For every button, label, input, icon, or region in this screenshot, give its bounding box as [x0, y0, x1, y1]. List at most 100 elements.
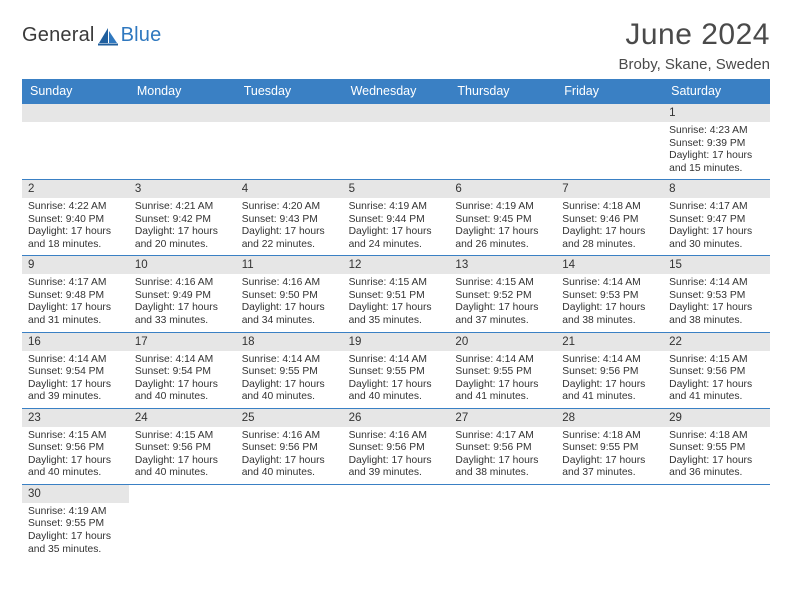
day-detail-line: Sunrise: 4:14 AM: [455, 354, 550, 367]
day-detail-line: Daylight: 17 hours: [349, 302, 444, 315]
day-detail-line: Sunset: 9:53 PM: [562, 290, 657, 303]
day-detail-line: Sunset: 9:56 PM: [242, 442, 337, 455]
day-detail: Sunrise: 4:14 AMSunset: 9:55 PMDaylight:…: [236, 351, 343, 404]
day-number: 23: [22, 409, 129, 427]
day-number: 9: [22, 256, 129, 274]
day-detail-line: Sunset: 9:56 PM: [455, 442, 550, 455]
day-detail: Sunrise: 4:15 AMSunset: 9:56 PMDaylight:…: [22, 427, 129, 480]
day-detail: Sunrise: 4:18 AMSunset: 9:55 PMDaylight:…: [663, 427, 770, 480]
day-detail-line: Sunrise: 4:18 AM: [562, 201, 657, 214]
day-detail-line: Daylight: 17 hours: [669, 150, 764, 163]
calendar-cell: 16Sunrise: 4:14 AMSunset: 9:54 PMDayligh…: [22, 333, 129, 408]
day-detail-line: and 40 minutes.: [242, 467, 337, 480]
day-detail-line: Daylight: 17 hours: [135, 226, 230, 239]
day-detail-line: Daylight: 17 hours: [135, 302, 230, 315]
day-detail: Sunrise: 4:23 AMSunset: 9:39 PMDaylight:…: [663, 122, 770, 175]
calendar-cell: 10Sunrise: 4:16 AMSunset: 9:49 PMDayligh…: [129, 256, 236, 331]
day-detail-line: and 39 minutes.: [349, 467, 444, 480]
calendar-cell: 18Sunrise: 4:14 AMSunset: 9:55 PMDayligh…: [236, 333, 343, 408]
day-detail-line: Sunset: 9:54 PM: [135, 366, 230, 379]
day-number: 20: [449, 333, 556, 351]
day-detail-line: and 35 minutes.: [349, 315, 444, 328]
day-detail-line: Sunrise: 4:21 AM: [135, 201, 230, 214]
day-detail-line: Sunrise: 4:19 AM: [349, 201, 444, 214]
day-detail-line: and 26 minutes.: [455, 239, 550, 252]
day-detail: Sunrise: 4:14 AMSunset: 9:53 PMDaylight:…: [663, 274, 770, 327]
day-detail-line: Sunset: 9:52 PM: [455, 290, 550, 303]
day-detail: Sunrise: 4:19 AMSunset: 9:45 PMDaylight:…: [449, 198, 556, 251]
day-detail: Sunrise: 4:21 AMSunset: 9:42 PMDaylight:…: [129, 198, 236, 251]
day-detail-line: and 40 minutes.: [349, 391, 444, 404]
day-detail-line: Sunrise: 4:17 AM: [455, 430, 550, 443]
day-number: 26: [343, 409, 450, 427]
day-detail-line: and 35 minutes.: [28, 544, 123, 557]
brand-text-blue: Blue: [121, 24, 162, 47]
day-number: 6: [449, 180, 556, 198]
day-number: [129, 104, 236, 122]
day-detail-line: and 38 minutes.: [562, 315, 657, 328]
calendar-cell: 8Sunrise: 4:17 AMSunset: 9:47 PMDaylight…: [663, 180, 770, 255]
day-number: 5: [343, 180, 450, 198]
brand-text-general: General: [22, 24, 95, 47]
day-detail: Sunrise: 4:15 AMSunset: 9:56 PMDaylight:…: [129, 427, 236, 480]
day-detail-line: Sunrise: 4:16 AM: [135, 277, 230, 290]
day-detail-line: Sunset: 9:55 PM: [242, 366, 337, 379]
day-detail: Sunrise: 4:17 AMSunset: 9:56 PMDaylight:…: [449, 427, 556, 480]
day-number: 7: [556, 180, 663, 198]
sail-icon: [97, 26, 119, 46]
calendar-week-row: 23Sunrise: 4:15 AMSunset: 9:56 PMDayligh…: [22, 409, 770, 485]
day-detail: Sunrise: 4:15 AMSunset: 9:56 PMDaylight:…: [663, 351, 770, 404]
calendar-week-row: 16Sunrise: 4:14 AMSunset: 9:54 PMDayligh…: [22, 333, 770, 409]
day-number: 17: [129, 333, 236, 351]
day-detail-line: Daylight: 17 hours: [669, 302, 764, 315]
day-detail: Sunrise: 4:19 AMSunset: 9:55 PMDaylight:…: [22, 503, 129, 556]
header-row: General Blue June 2024 Broby, Skane, Swe…: [22, 18, 770, 73]
day-detail-line: and 40 minutes.: [242, 391, 337, 404]
day-detail-line: Daylight: 17 hours: [669, 455, 764, 468]
day-detail-line: Sunrise: 4:23 AM: [669, 125, 764, 138]
day-detail-line: Sunset: 9:56 PM: [349, 442, 444, 455]
day-detail-line: and 39 minutes.: [28, 391, 123, 404]
weeks-container: 1Sunrise: 4:23 AMSunset: 9:39 PMDaylight…: [22, 104, 770, 560]
calendar-cell: 11Sunrise: 4:16 AMSunset: 9:50 PMDayligh…: [236, 256, 343, 331]
calendar-cell: 25Sunrise: 4:16 AMSunset: 9:56 PMDayligh…: [236, 409, 343, 484]
day-number: 11: [236, 256, 343, 274]
day-detail-line: Sunset: 9:56 PM: [562, 366, 657, 379]
day-detail: Sunrise: 4:14 AMSunset: 9:55 PMDaylight:…: [343, 351, 450, 404]
weekday-header: Sunday: [22, 79, 129, 104]
location-text: Broby, Skane, Sweden: [619, 56, 770, 73]
calendar-cell: 29Sunrise: 4:18 AMSunset: 9:55 PMDayligh…: [663, 409, 770, 484]
day-detail: Sunrise: 4:16 AMSunset: 9:56 PMDaylight:…: [236, 427, 343, 480]
day-detail-line: and 20 minutes.: [135, 239, 230, 252]
day-detail-line: Sunrise: 4:22 AM: [28, 201, 123, 214]
day-detail-line: Sunrise: 4:18 AM: [669, 430, 764, 443]
day-detail-line: Sunset: 9:56 PM: [669, 366, 764, 379]
calendar-cell: 20Sunrise: 4:14 AMSunset: 9:55 PMDayligh…: [449, 333, 556, 408]
day-detail-line: and 34 minutes.: [242, 315, 337, 328]
calendar-week-row: 9Sunrise: 4:17 AMSunset: 9:48 PMDaylight…: [22, 256, 770, 332]
day-detail-line: and 36 minutes.: [669, 467, 764, 480]
day-detail-line: and 15 minutes.: [669, 163, 764, 176]
calendar-grid: Sunday Monday Tuesday Wednesday Thursday…: [22, 79, 770, 560]
day-number: 3: [129, 180, 236, 198]
day-detail-line: Sunset: 9:56 PM: [135, 442, 230, 455]
day-detail: Sunrise: 4:14 AMSunset: 9:53 PMDaylight:…: [556, 274, 663, 327]
day-detail-line: Daylight: 17 hours: [135, 455, 230, 468]
day-detail-line: Daylight: 17 hours: [669, 226, 764, 239]
weekday-header: Monday: [129, 79, 236, 104]
day-detail: Sunrise: 4:14 AMSunset: 9:56 PMDaylight:…: [556, 351, 663, 404]
day-detail: Sunrise: 4:14 AMSunset: 9:54 PMDaylight:…: [129, 351, 236, 404]
day-detail-line: and 40 minutes.: [28, 467, 123, 480]
calendar-cell: 14Sunrise: 4:14 AMSunset: 9:53 PMDayligh…: [556, 256, 663, 331]
day-detail: Sunrise: 4:15 AMSunset: 9:51 PMDaylight:…: [343, 274, 450, 327]
calendar-cell: 17Sunrise: 4:14 AMSunset: 9:54 PMDayligh…: [129, 333, 236, 408]
day-detail-line: and 37 minutes.: [562, 467, 657, 480]
calendar-cell: 26Sunrise: 4:16 AMSunset: 9:56 PMDayligh…: [343, 409, 450, 484]
day-detail-line: Sunset: 9:43 PM: [242, 214, 337, 227]
day-number: 19: [343, 333, 450, 351]
weekday-header: Wednesday: [343, 79, 450, 104]
day-detail: Sunrise: 4:22 AMSunset: 9:40 PMDaylight:…: [22, 198, 129, 251]
day-number: 8: [663, 180, 770, 198]
calendar-cell: [129, 104, 236, 179]
day-detail-line: Sunrise: 4:14 AM: [135, 354, 230, 367]
